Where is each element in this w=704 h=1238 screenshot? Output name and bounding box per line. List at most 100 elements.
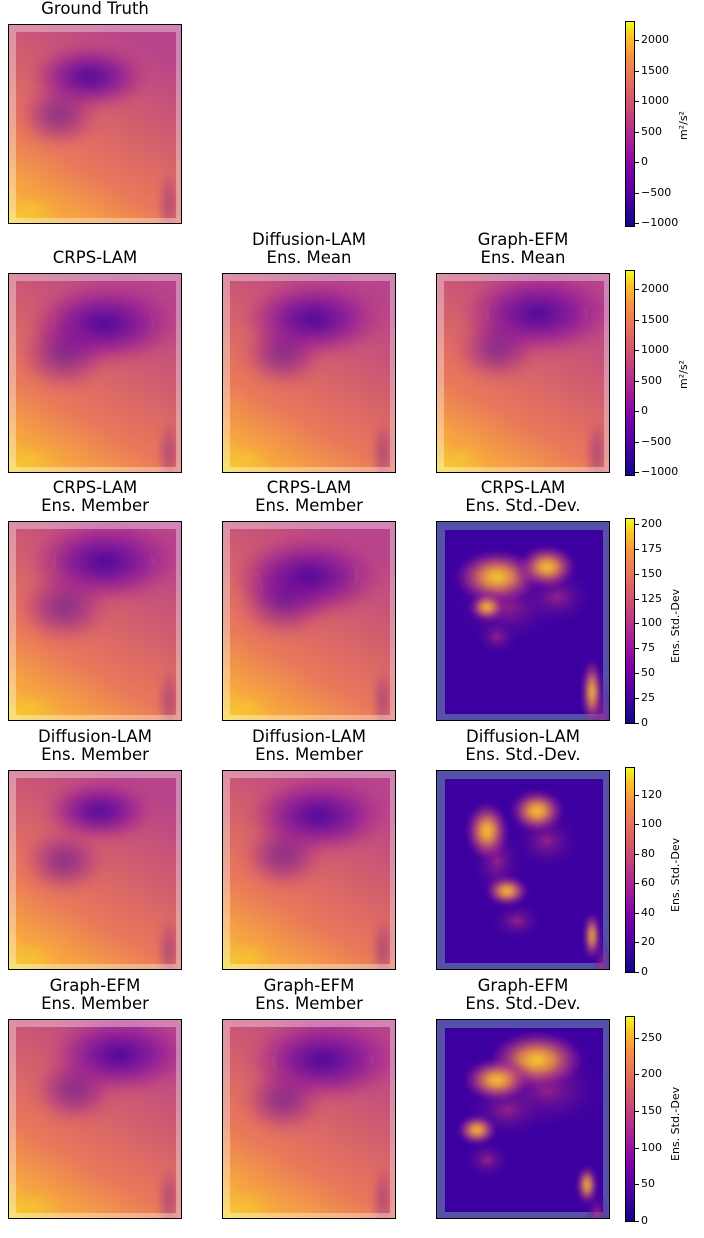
colorbar-tick-label: 1000	[641, 343, 669, 356]
field-heatmap-panel	[8, 770, 182, 970]
panel-title: CRPS-LAM Ens. Member	[41, 478, 149, 515]
colorbar-tick-mark	[635, 698, 639, 699]
colorbar-tick-label: 50	[641, 1177, 655, 1190]
colorbar	[625, 767, 635, 973]
colorbar-tick-mark	[635, 883, 639, 884]
colorbar-tick-mark	[635, 795, 639, 796]
panel-title: Graph-EFM Ens. Member	[41, 976, 149, 1013]
colorbar-tick-label: 0	[641, 965, 648, 978]
colorbar-tick-mark	[635, 101, 639, 102]
colorbar-tick-label: 0	[641, 155, 648, 168]
field-heatmap-panel	[8, 24, 182, 224]
field-heatmap-panel	[436, 273, 610, 473]
colorbar-tick-label: 80	[641, 847, 655, 860]
colorbar-tick-mark	[635, 472, 639, 473]
colorbar-tick-mark	[635, 942, 639, 943]
colorbar-tick-label: 25	[641, 691, 655, 704]
colorbar-tick-mark	[635, 673, 639, 674]
colorbar	[625, 21, 635, 227]
colorbar-tick-label: 175	[641, 542, 662, 555]
panel-title: CRPS-LAM Ens. Member	[255, 478, 363, 515]
colorbar-tick-label: 500	[641, 374, 662, 387]
colorbar	[625, 270, 635, 476]
colorbar-tick-label: 100	[641, 616, 662, 629]
field-heatmap-panel	[222, 273, 396, 473]
colorbar	[625, 518, 635, 724]
field-heatmap-panel	[8, 1019, 182, 1219]
colorbar-tick-mark	[635, 599, 639, 600]
colorbar-tick-label: 200	[641, 1067, 662, 1080]
std-heatmap-panel	[436, 770, 610, 970]
panel-title: CRPS-LAM Ens. Std.-Dev.	[465, 478, 581, 515]
colorbar-tick-mark	[635, 320, 639, 321]
colorbar-tick-label: 100	[641, 1141, 662, 1154]
colorbar-label: Ens. Std.-Dev	[669, 837, 682, 912]
colorbar-tick-mark	[635, 71, 639, 72]
colorbar-tick-mark	[635, 623, 639, 624]
colorbar-tick-label: −1000	[641, 216, 679, 229]
colorbar-tick-label: 60	[641, 876, 655, 889]
colorbar-tick-mark	[635, 289, 639, 290]
colorbar-tick-mark	[635, 1184, 639, 1185]
panel-title: Ground Truth	[41, 0, 149, 18]
colorbar-tick-mark	[635, 1038, 639, 1039]
colorbar-tick-label: 1500	[641, 313, 669, 326]
panel-title: Diffusion-LAM Ens. Member	[38, 727, 152, 764]
colorbar-tick-label: 50	[641, 666, 655, 679]
colorbar-tick-mark	[635, 913, 639, 914]
colorbar-tick-label: 2000	[641, 282, 669, 295]
colorbar-tick-label: 250	[641, 1031, 662, 1044]
colorbar-tick-label: 0	[641, 1214, 648, 1227]
field-heatmap-panel	[222, 770, 396, 970]
colorbar-tick-label: 20	[641, 935, 655, 948]
colorbar-tick-label: 75	[641, 641, 655, 654]
colorbar-tick-mark	[635, 40, 639, 41]
colorbar-label: m²/s²	[677, 111, 690, 140]
colorbar-tick-mark	[635, 1148, 639, 1149]
colorbar-label: Ens. Std.-Dev	[669, 588, 682, 663]
panel-title: Diffusion-LAM Ens. Std.-Dev.	[465, 727, 581, 764]
field-heatmap-panel	[8, 273, 182, 473]
colorbar-tick-mark	[635, 193, 639, 194]
colorbar-tick-mark	[635, 854, 639, 855]
colorbar-tick-label: −500	[641, 186, 672, 199]
colorbar-tick-mark	[635, 411, 639, 412]
colorbar-tick-label: 125	[641, 592, 662, 605]
panel-title: CRPS-LAM	[52, 248, 138, 267]
colorbar-tick-label: 0	[641, 716, 648, 729]
colorbar-label: m²/s²	[677, 360, 690, 389]
colorbar-tick-mark	[635, 162, 639, 163]
colorbar-tick-label: 100	[641, 817, 662, 830]
colorbar-tick-mark	[635, 648, 639, 649]
colorbar-tick-mark	[635, 223, 639, 224]
std-heatmap-panel	[436, 521, 610, 721]
colorbar-tick-label: 2000	[641, 33, 669, 46]
colorbar-tick-label: 0	[641, 404, 648, 417]
colorbar-tick-mark	[635, 442, 639, 443]
colorbar-tick-label: 150	[641, 1104, 662, 1117]
colorbar-tick-mark	[635, 1074, 639, 1075]
colorbar-tick-mark	[635, 972, 639, 973]
colorbar-tick-label: 40	[641, 906, 655, 919]
colorbar-tick-label: −500	[641, 435, 672, 448]
colorbar-tick-mark	[635, 824, 639, 825]
std-heatmap-panel	[436, 1019, 610, 1219]
panel-title: Graph-EFM Ens. Std.-Dev.	[465, 976, 581, 1013]
panel-title: Diffusion-LAM Ens. Mean	[252, 230, 366, 267]
colorbar	[625, 1016, 635, 1222]
panel-title: Diffusion-LAM Ens. Member	[252, 727, 366, 764]
colorbar-tick-mark	[635, 350, 639, 351]
colorbar-tick-mark	[635, 1111, 639, 1112]
panel-title: Graph-EFM Ens. Mean	[477, 230, 569, 267]
colorbar-tick-mark	[635, 381, 639, 382]
colorbar-tick-mark	[635, 574, 639, 575]
colorbar-tick-label: 500	[641, 125, 662, 138]
colorbar-tick-mark	[635, 723, 639, 724]
panel-title: Graph-EFM Ens. Member	[255, 976, 363, 1013]
colorbar-tick-label: 1500	[641, 64, 669, 77]
field-heatmap-panel	[222, 521, 396, 721]
field-heatmap-panel	[8, 521, 182, 721]
colorbar-tick-label: 150	[641, 567, 662, 580]
colorbar-label: Ens. Std.-Dev	[669, 1086, 682, 1161]
field-heatmap-panel	[222, 1019, 396, 1219]
